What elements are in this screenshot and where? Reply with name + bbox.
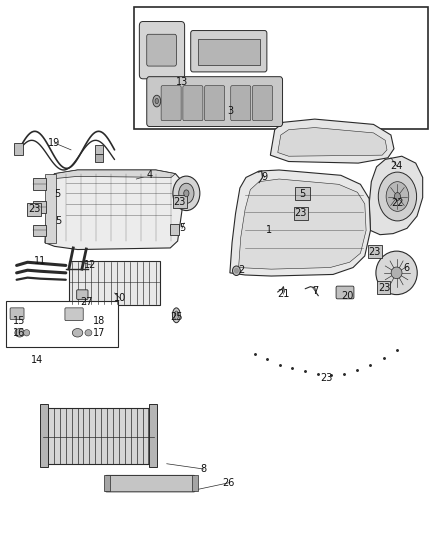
Text: 16: 16 (13, 328, 25, 338)
FancyBboxPatch shape (170, 224, 179, 235)
FancyBboxPatch shape (173, 196, 187, 208)
FancyBboxPatch shape (65, 308, 83, 320)
Ellipse shape (153, 95, 161, 107)
Bar (40, 405, 47, 467)
Ellipse shape (174, 311, 179, 319)
Text: 10: 10 (114, 293, 126, 303)
Bar (14, 143, 23, 155)
Ellipse shape (233, 266, 240, 276)
FancyBboxPatch shape (139, 21, 185, 79)
Text: 27: 27 (80, 297, 92, 307)
Bar (45, 174, 56, 243)
Text: 23: 23 (378, 282, 391, 293)
FancyBboxPatch shape (77, 290, 88, 300)
Text: 12: 12 (85, 260, 97, 270)
Text: 26: 26 (223, 478, 235, 488)
Polygon shape (270, 119, 394, 163)
FancyBboxPatch shape (33, 201, 46, 213)
Text: 5: 5 (55, 216, 61, 227)
Polygon shape (278, 127, 387, 156)
FancyBboxPatch shape (294, 207, 308, 220)
FancyBboxPatch shape (336, 286, 354, 299)
Text: 25: 25 (170, 312, 183, 322)
Text: 23: 23 (321, 373, 333, 383)
Ellipse shape (184, 190, 189, 197)
Text: 8: 8 (201, 464, 207, 474)
Text: 4: 4 (146, 171, 152, 180)
FancyBboxPatch shape (33, 179, 46, 190)
FancyBboxPatch shape (27, 203, 41, 216)
Bar (134, 7, 428, 128)
Polygon shape (45, 170, 184, 249)
Text: 14: 14 (31, 356, 43, 365)
Text: 17: 17 (93, 328, 106, 338)
Polygon shape (54, 170, 176, 179)
Ellipse shape (234, 268, 238, 273)
Bar (95, 154, 103, 161)
Text: 3: 3 (227, 106, 233, 116)
Bar (6, 301, 118, 347)
Text: 11: 11 (34, 256, 46, 266)
Text: 20: 20 (341, 290, 353, 301)
Bar (43, 408, 154, 464)
Polygon shape (369, 156, 423, 235)
Text: 2: 2 (239, 265, 245, 274)
Ellipse shape (386, 182, 409, 212)
Bar (69, 261, 160, 305)
Ellipse shape (173, 176, 200, 211)
Ellipse shape (179, 183, 194, 204)
Bar (198, 38, 260, 65)
Ellipse shape (72, 328, 83, 337)
FancyBboxPatch shape (205, 86, 225, 120)
Ellipse shape (155, 99, 159, 104)
FancyBboxPatch shape (147, 77, 283, 126)
Bar (104, 475, 110, 491)
Text: 7: 7 (312, 286, 319, 296)
FancyBboxPatch shape (231, 86, 251, 120)
Text: 22: 22 (391, 198, 404, 208)
Text: 1: 1 (266, 225, 272, 236)
Ellipse shape (24, 329, 30, 336)
Text: 23: 23 (173, 197, 186, 207)
Text: 21: 21 (277, 289, 290, 299)
Ellipse shape (394, 192, 400, 200)
FancyBboxPatch shape (10, 308, 24, 319)
Text: 9: 9 (261, 172, 268, 182)
FancyBboxPatch shape (183, 86, 203, 120)
Ellipse shape (376, 251, 417, 295)
Text: 23: 23 (369, 247, 381, 257)
Bar (95, 144, 103, 154)
FancyBboxPatch shape (106, 475, 195, 492)
Bar (149, 405, 157, 467)
Bar (192, 475, 198, 491)
Text: 5: 5 (54, 189, 60, 199)
FancyBboxPatch shape (253, 86, 272, 120)
Text: 24: 24 (390, 161, 403, 171)
Text: 5: 5 (179, 223, 185, 233)
Text: 18: 18 (93, 316, 106, 326)
Text: 5: 5 (300, 189, 306, 199)
FancyBboxPatch shape (191, 30, 267, 72)
FancyBboxPatch shape (368, 245, 382, 258)
Text: 6: 6 (403, 263, 409, 272)
Text: 19: 19 (48, 138, 60, 148)
FancyBboxPatch shape (33, 225, 46, 236)
Text: 23: 23 (295, 208, 307, 219)
FancyBboxPatch shape (295, 188, 311, 200)
Polygon shape (230, 170, 371, 276)
FancyBboxPatch shape (161, 86, 181, 120)
Ellipse shape (15, 328, 25, 337)
Ellipse shape (378, 172, 417, 221)
Ellipse shape (173, 308, 180, 322)
Polygon shape (239, 179, 366, 269)
FancyBboxPatch shape (147, 34, 177, 66)
Text: 23: 23 (28, 204, 40, 214)
Ellipse shape (85, 329, 92, 336)
FancyBboxPatch shape (377, 281, 391, 294)
Text: 15: 15 (13, 316, 25, 326)
Text: 13: 13 (176, 77, 188, 87)
Ellipse shape (391, 267, 402, 279)
